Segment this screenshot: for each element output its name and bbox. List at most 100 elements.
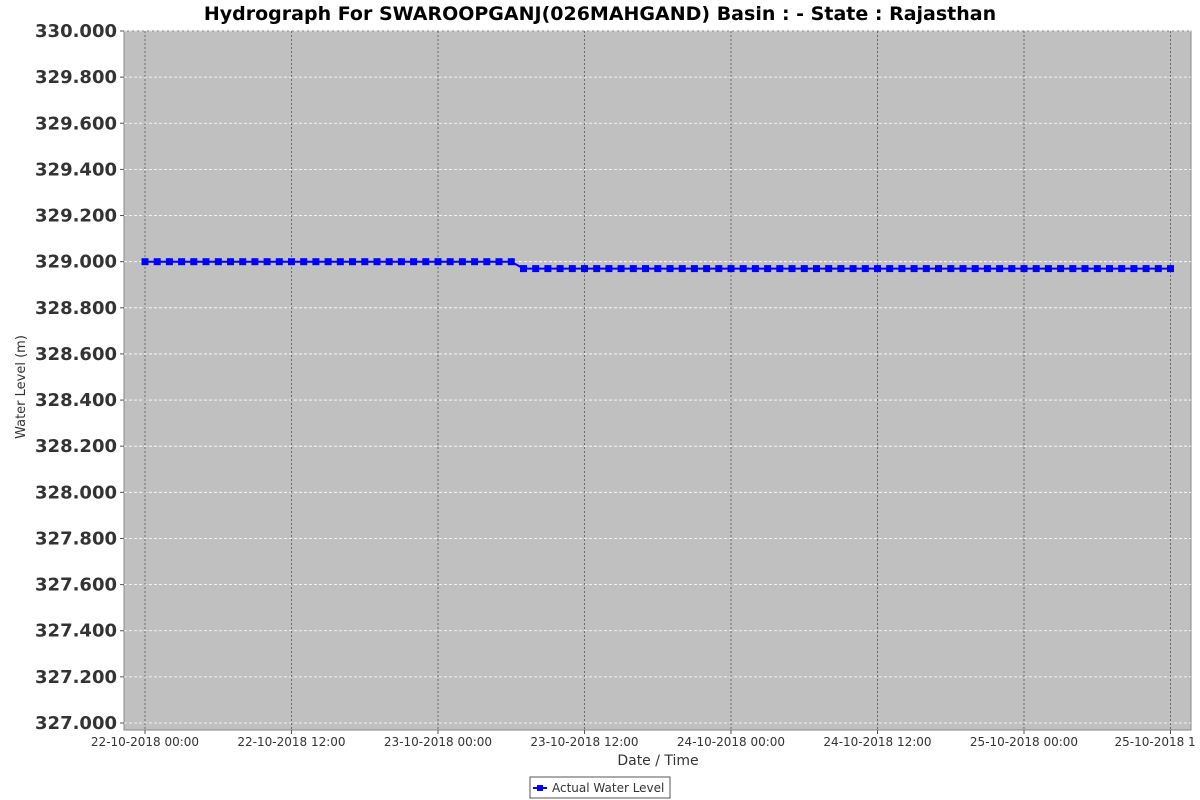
data-point bbox=[410, 258, 418, 266]
data-point bbox=[312, 258, 320, 266]
x-tick-label: 24-10-2018 12:00 bbox=[823, 735, 931, 749]
data-point bbox=[251, 258, 259, 266]
data-point bbox=[532, 265, 540, 273]
x-axis-ticks: 22-10-2018 00:00 22-10-2018 12:00 23-10-20… bbox=[91, 730, 1196, 749]
data-point bbox=[190, 258, 198, 266]
legend-box bbox=[529, 776, 671, 799]
data-point bbox=[153, 258, 161, 266]
data-point bbox=[703, 265, 711, 273]
data-point bbox=[593, 265, 601, 273]
y-tick-label: 327.600 bbox=[35, 575, 117, 596]
data-point bbox=[617, 265, 625, 273]
data-point bbox=[556, 265, 564, 273]
data-point bbox=[568, 265, 576, 273]
data-point bbox=[483, 258, 491, 266]
data-point bbox=[959, 265, 967, 273]
data-point bbox=[1069, 265, 1077, 273]
data-point bbox=[739, 265, 747, 273]
y-tick-label: 328.000 bbox=[35, 482, 117, 503]
data-point bbox=[544, 265, 552, 273]
data-point bbox=[178, 258, 186, 266]
data-point bbox=[446, 258, 454, 266]
plot-area bbox=[123, 30, 1192, 731]
data-point bbox=[214, 258, 222, 266]
data-point bbox=[922, 265, 930, 273]
series-points-actual-water-level bbox=[141, 258, 1174, 273]
data-point bbox=[1106, 265, 1113, 273]
data-point bbox=[874, 265, 881, 273]
y-tick-label: 327.800 bbox=[35, 528, 117, 549]
data-point bbox=[800, 265, 808, 273]
y-axis-label: Water Level (m) bbox=[14, 335, 29, 439]
y-tick-label: 329.000 bbox=[35, 252, 117, 273]
x-tick-label: 22-10-2018 00:00 bbox=[91, 735, 199, 749]
y-tick-label: 328.400 bbox=[35, 390, 117, 411]
data-point bbox=[678, 265, 686, 273]
data-point bbox=[471, 258, 479, 266]
data-point bbox=[996, 265, 1004, 273]
data-point bbox=[263, 258, 271, 266]
data-point bbox=[1057, 265, 1065, 273]
data-point bbox=[983, 265, 991, 273]
data-point bbox=[971, 265, 979, 273]
y-tick-label: 328.800 bbox=[35, 298, 117, 319]
data-point bbox=[581, 265, 588, 273]
data-point bbox=[727, 265, 735, 273]
data-point bbox=[1154, 265, 1162, 273]
data-point bbox=[813, 265, 820, 273]
data-point bbox=[1020, 265, 1028, 273]
data-point bbox=[751, 265, 759, 273]
data-point bbox=[764, 265, 772, 273]
data-point bbox=[605, 265, 613, 273]
data-point bbox=[385, 258, 393, 266]
data-point bbox=[947, 265, 955, 273]
legend-label: Actual Water Level bbox=[552, 781, 664, 795]
y-tick-label: 327.200 bbox=[35, 667, 117, 688]
data-point bbox=[434, 258, 442, 266]
grid-lines bbox=[124, 30, 1191, 730]
data-point bbox=[397, 258, 405, 266]
data-point bbox=[1130, 265, 1138, 273]
data-point bbox=[1044, 265, 1052, 273]
data-point bbox=[495, 258, 503, 266]
x-tick-label: 23-10-2018 12:00 bbox=[530, 735, 638, 749]
data-point bbox=[202, 258, 210, 266]
y-tick-label: 329.400 bbox=[35, 159, 117, 180]
data-point bbox=[349, 258, 356, 266]
data-point bbox=[849, 265, 857, 273]
x-tick-label: 25-10-2018 00:00 bbox=[970, 735, 1078, 749]
data-point bbox=[275, 258, 283, 266]
data-point bbox=[141, 258, 149, 266]
data-point bbox=[1032, 265, 1040, 273]
y-tick-label: 327.400 bbox=[35, 621, 117, 642]
data-point bbox=[1008, 265, 1016, 273]
data-point bbox=[825, 265, 833, 273]
legend-marker-swatch bbox=[537, 785, 543, 791]
data-point bbox=[666, 265, 674, 273]
data-point bbox=[507, 258, 515, 266]
data-point bbox=[898, 265, 906, 273]
data-point bbox=[324, 258, 332, 266]
y-tick-label: 329.800 bbox=[35, 67, 117, 88]
x-tick-label: 24-10-2018 00:00 bbox=[677, 735, 785, 749]
y-tick-label: 328.200 bbox=[35, 436, 117, 457]
data-point bbox=[837, 265, 845, 273]
data-point bbox=[715, 265, 723, 273]
data-point bbox=[336, 258, 344, 266]
data-point bbox=[300, 258, 308, 266]
data-point bbox=[288, 258, 295, 266]
data-point bbox=[227, 258, 234, 266]
data-point bbox=[1142, 265, 1150, 273]
data-point bbox=[520, 265, 527, 273]
data-point bbox=[690, 265, 698, 273]
data-point bbox=[1167, 265, 1174, 273]
data-point bbox=[373, 258, 381, 266]
chart-title: Hydrograph For SWAROOPGANJ(026MAHGAND) B… bbox=[204, 3, 996, 25]
x-axis-label: Date / Time bbox=[617, 753, 698, 769]
y-tick-label: 329.600 bbox=[35, 113, 117, 134]
y-tick-label: 327.000 bbox=[35, 713, 117, 734]
data-point bbox=[861, 265, 869, 273]
data-point bbox=[361, 258, 369, 266]
data-point bbox=[654, 265, 662, 273]
